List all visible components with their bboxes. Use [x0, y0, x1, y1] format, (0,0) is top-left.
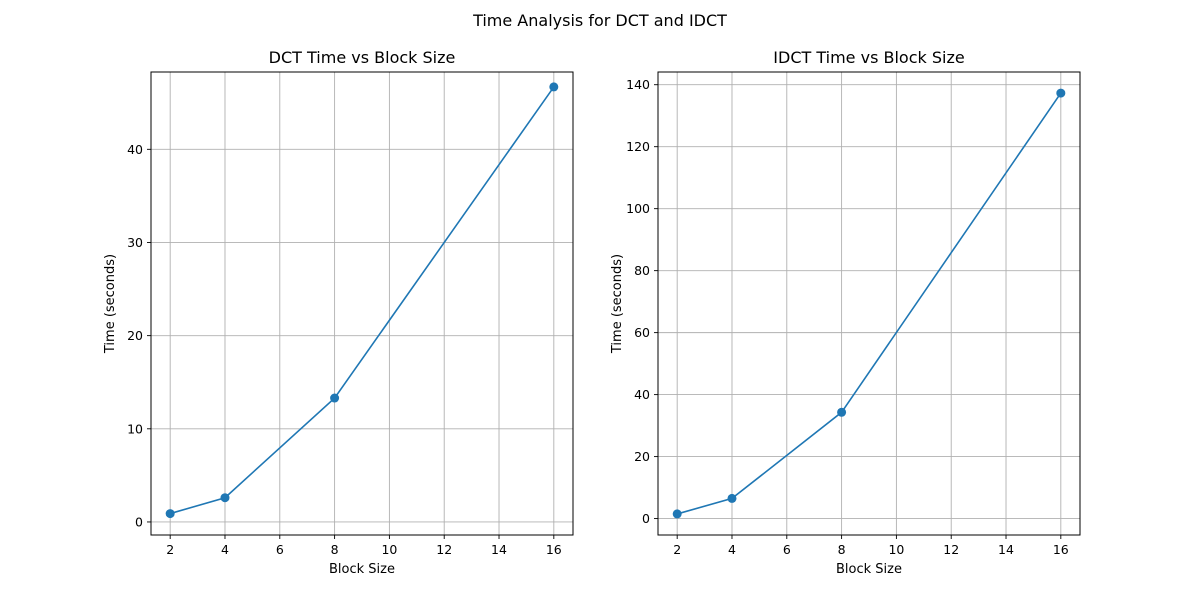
series-line	[676, 92, 1062, 515]
y-axis-label: Time (seconds)	[103, 254, 118, 354]
y-tick-label: 100	[626, 201, 650, 216]
y-tick-label: 120	[626, 139, 650, 154]
y-tick-label: 20	[127, 328, 143, 343]
y-axis-label: Time (seconds)	[610, 254, 625, 354]
data-point	[549, 82, 559, 92]
chart-dct: 2 4 6 8 10 12 14 16 0 10 20 30 40 DCT Time vs Block S…	[103, 48, 574, 577]
y-tick-label: 10	[127, 421, 143, 436]
chart-title: DCT Time vs Block Size	[269, 48, 456, 67]
y-tick-label: 30	[127, 235, 143, 250]
data-point	[220, 493, 230, 503]
x-tick-label: 16	[1053, 542, 1069, 557]
x-tick-label: 10	[888, 542, 904, 557]
data-point	[330, 393, 340, 403]
x-tick-label: 2	[673, 542, 681, 557]
y-tick-label: 60	[634, 325, 650, 340]
x-tick-label: 12	[943, 542, 959, 557]
x-tick-label: 6	[276, 542, 284, 557]
data-point	[165, 509, 175, 519]
x-tick-label: 14	[998, 542, 1014, 557]
series-line	[169, 86, 555, 515]
figure-suptitle: Time Analysis for DCT and IDCT	[472, 11, 727, 30]
data-point	[727, 493, 737, 503]
y-tick-label: 40	[127, 142, 143, 157]
chart-title: IDCT Time vs Block Size	[773, 48, 964, 67]
x-tick-label: 6	[783, 542, 791, 557]
x-axis-label: Block Size	[329, 562, 395, 577]
y-tick-label: 40	[634, 387, 650, 402]
y-tick-label: 80	[634, 263, 650, 278]
y-tick-label: 20	[634, 449, 650, 464]
x-tick-label: 10	[381, 542, 397, 557]
y-tick-label: 0	[135, 514, 143, 529]
x-tick-label: 16	[546, 542, 562, 557]
x-tick-label: 12	[436, 542, 452, 557]
axes-frame	[150, 71, 574, 536]
x-axis-label: Block Size	[836, 562, 902, 577]
x-tick-label: 8	[838, 542, 846, 557]
chart-idct: 2 4 6 8 10 12 14 16 0 20 40 60 80 100 120 140 IDCT Time …	[610, 48, 1081, 577]
y-tick-label: 140	[626, 77, 650, 92]
x-tick-label: 14	[491, 542, 507, 557]
data-point	[837, 407, 847, 417]
x-tick-label: 4	[728, 542, 736, 557]
axes-frame	[657, 71, 1081, 536]
x-tick-label: 2	[166, 542, 174, 557]
data-point	[672, 509, 682, 519]
data-point	[1056, 88, 1066, 98]
x-tick-label: 4	[221, 542, 229, 557]
y-tick-label: 0	[642, 511, 650, 526]
x-tick-label: 8	[331, 542, 339, 557]
